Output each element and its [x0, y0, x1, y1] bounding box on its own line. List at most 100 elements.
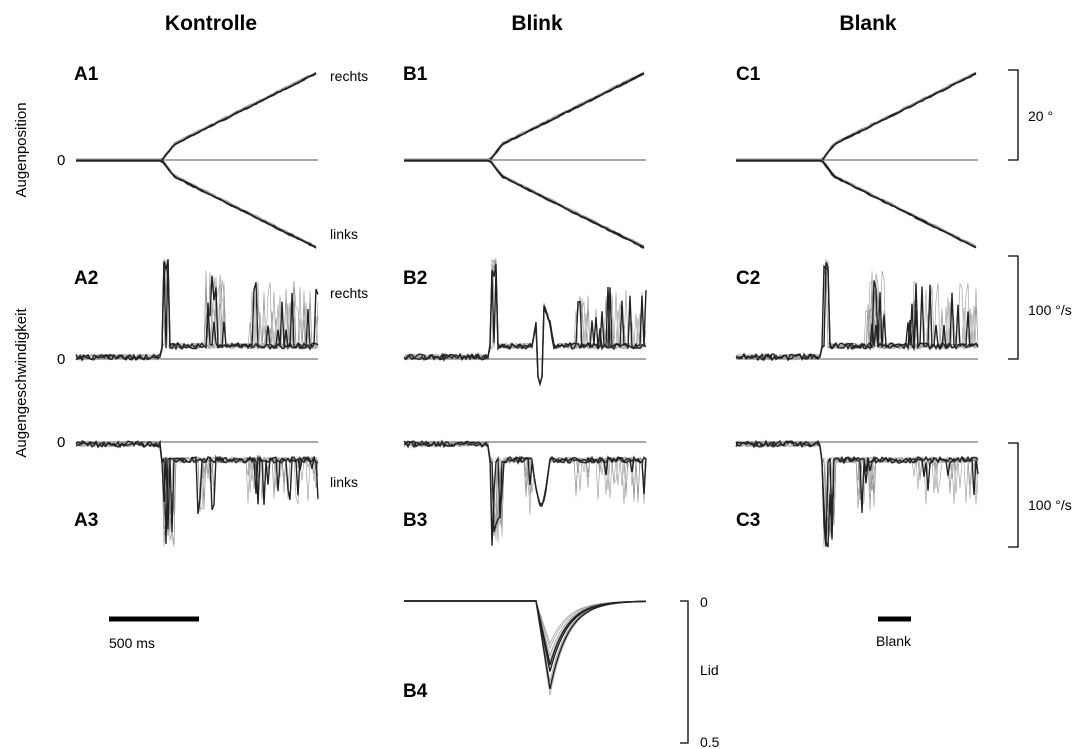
- velocity-trace-left-c3: [735, 440, 979, 544]
- lid-trace-b4: [404, 600, 646, 666]
- velocity-trace-right-b2: [403, 271, 647, 387]
- position-trace-b1: [404, 159, 645, 249]
- position-trace-b1: [404, 159, 645, 248]
- position-trace-a1: [76, 159, 317, 248]
- velocity-trace-left-c3: [735, 439, 979, 547]
- velocity-trace-right-a2: [75, 259, 319, 362]
- position-trace-a1: [76, 71, 317, 160]
- lid-trace-b4: [404, 600, 646, 663]
- velocity-trace-left-b3: [403, 440, 647, 531]
- panel-label-a1: A1: [74, 64, 99, 85]
- position-trace-b1: [404, 158, 645, 247]
- panel-label-b3: B3: [403, 510, 427, 531]
- zero-label-position: 0: [57, 152, 65, 169]
- position-trace-c1: [736, 72, 977, 161]
- label-rechts-velocity: rechts: [330, 285, 368, 301]
- position-trace-b1: [404, 72, 645, 162]
- position-trace-b1: [404, 73, 645, 162]
- trace-layer: [75, 71, 979, 696]
- position-trace-c1: [736, 72, 977, 162]
- position-trace-c1: [736, 159, 977, 247]
- ylabel-augenposition: Augenposition: [13, 102, 30, 197]
- scale-bar-velocity-right: [1008, 255, 1019, 360]
- panel-label-c3: C3: [736, 510, 760, 531]
- position-trace-a1: [76, 72, 317, 160]
- lid-trace-b4: [404, 600, 647, 672]
- position-trace-a1: [76, 72, 317, 160]
- position-trace-b1: [404, 72, 645, 160]
- label-links-position: links: [330, 226, 358, 242]
- lid-scale-bottom: 0.5: [700, 734, 720, 749]
- panel-label-b1: B1: [403, 64, 428, 85]
- scale-label-velocity-right: 100 °/s: [1028, 302, 1072, 318]
- ylabel-augengeschwindigkeit: Augengeschwindigkeit: [13, 308, 30, 458]
- velocity-trace-left-a3: [75, 439, 319, 533]
- position-trace-b1: [404, 72, 645, 161]
- velocity-trace-left-b3: [403, 440, 647, 541]
- position-trace-a1: [76, 72, 317, 162]
- velocity-trace-right-b2: [403, 263, 647, 387]
- panel-label-b2: B2: [403, 268, 427, 289]
- velocity-trace-left-a3: [75, 440, 319, 537]
- position-trace-a1: [76, 160, 317, 249]
- label-links-velocity: links: [330, 474, 358, 490]
- position-trace-a1: [76, 159, 317, 248]
- velocity-trace-left-b3: [403, 439, 647, 532]
- velocity-trace-left-c3: [735, 440, 979, 538]
- scale-label-position: 20 °: [1028, 108, 1053, 124]
- lid-trace-b4: [404, 600, 646, 696]
- position-trace-b1: [404, 71, 645, 160]
- zero-label-velocity-right: 0: [57, 351, 65, 368]
- velocity-trace-right-c2: [735, 264, 979, 362]
- position-trace-c1: [736, 159, 977, 249]
- lid-trace-b4: [404, 600, 646, 645]
- position-trace-a1: [76, 72, 317, 161]
- position-trace-c1: [736, 72, 977, 160]
- position-trace-b1: [404, 158, 645, 247]
- lid-trace-b4: [404, 600, 646, 683]
- position-trace-a1: [76, 158, 317, 247]
- position-trace-a1: [76, 159, 317, 249]
- velocity-trace-left-a3: [75, 440, 319, 544]
- lid-scale-bar: [680, 600, 689, 744]
- scale-bar-position: [1008, 69, 1019, 161]
- velocity-trace-left-c3: [735, 440, 979, 548]
- label-rechts-position: rechts: [330, 68, 368, 84]
- column-title-kontrolle: Kontrolle: [165, 12, 257, 35]
- velocity-trace-left-b3: [403, 440, 647, 530]
- position-trace-c1: [736, 158, 977, 246]
- position-trace-a1: [76, 72, 317, 162]
- lid-trace-b4: [404, 600, 647, 690]
- lid-trace-b4: [404, 600, 647, 689]
- position-trace-c1: [736, 73, 977, 162]
- panel-label-b4: B4: [403, 681, 428, 702]
- lid-trace-b4: [404, 600, 646, 682]
- panel-label-c2: C2: [736, 268, 760, 289]
- column-title-blank: Blank: [839, 12, 897, 35]
- zero-label-velocity-left: 0: [57, 434, 65, 451]
- blank-period-label: Blank: [876, 633, 912, 649]
- lid-trace-b4: [404, 600, 647, 650]
- position-trace-c1: [736, 159, 977, 248]
- column-title-blink: Blink: [511, 12, 563, 35]
- panel-label-a3: A3: [74, 510, 98, 531]
- velocity-trace-left-b3: [403, 440, 647, 546]
- lid-trace-b4: [404, 600, 646, 658]
- lid-trace-b4: [404, 600, 646, 657]
- position-trace-b1: [404, 159, 645, 248]
- scale-bar-velocity-left: [1008, 442, 1019, 548]
- panel-label-c1: C1: [736, 64, 761, 85]
- velocity-trace-left-c3: [735, 440, 979, 548]
- position-trace-b1: [404, 160, 645, 249]
- position-trace-c1: [736, 71, 977, 160]
- position-trace-a1: [76, 158, 317, 247]
- position-trace-c1: [736, 71, 977, 160]
- position-trace-c1: [736, 158, 977, 247]
- position-trace-c1: [736, 160, 977, 248]
- lid-scale-label: Lid: [700, 662, 719, 678]
- time-scale-label: 500 ms: [109, 635, 155, 651]
- scale-label-velocity-left: 100 °/s: [1028, 497, 1072, 513]
- panel-label-a2: A2: [74, 268, 98, 289]
- lid-scale-top: 0: [700, 594, 708, 610]
